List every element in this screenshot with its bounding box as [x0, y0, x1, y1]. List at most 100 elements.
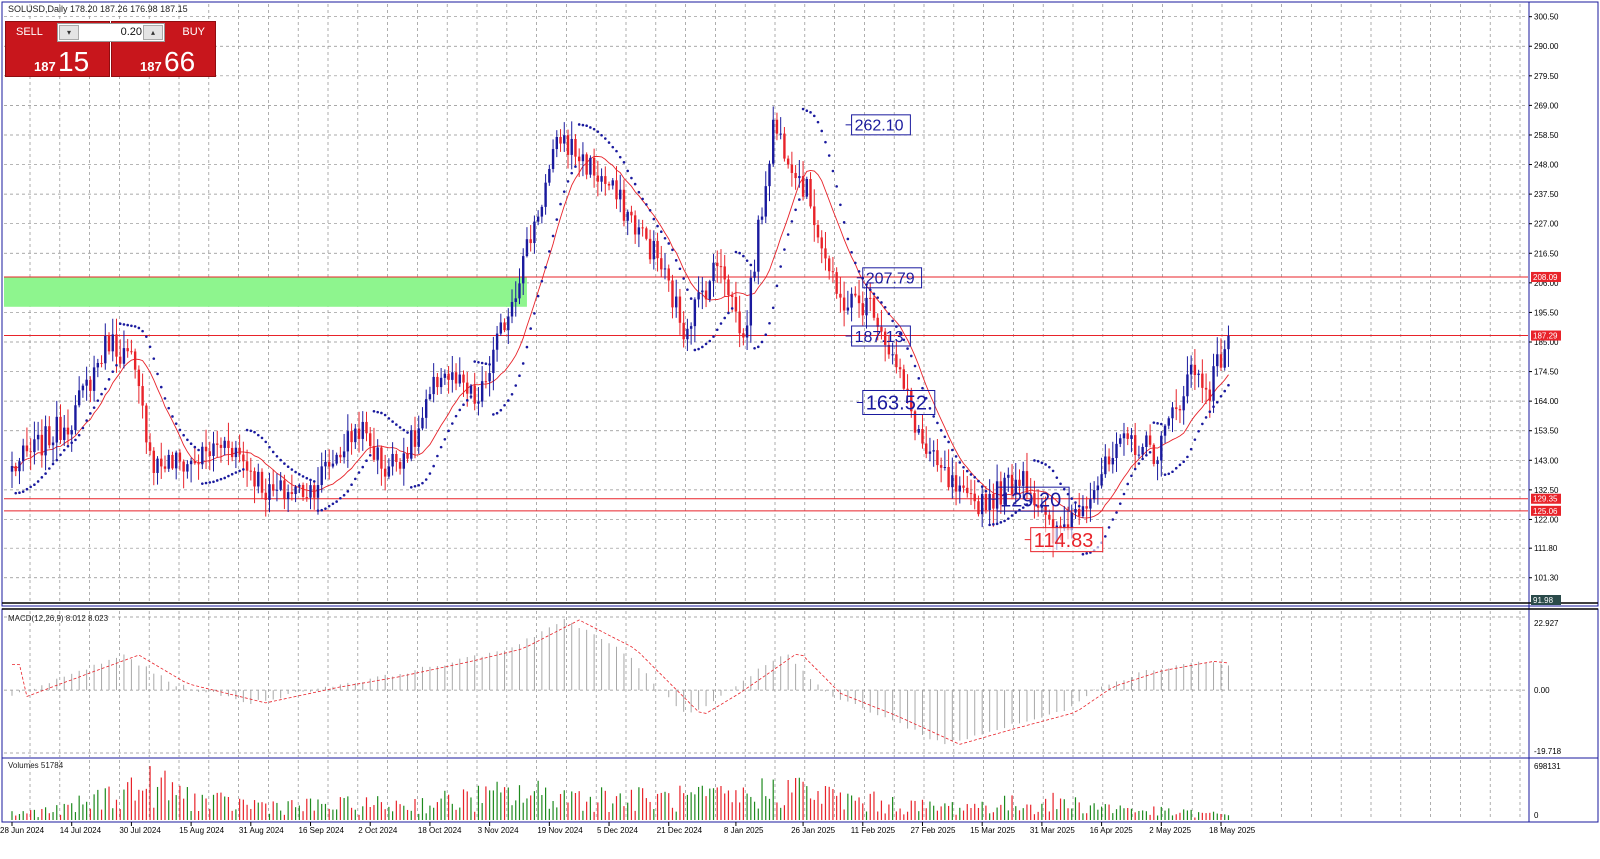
sar-dot — [917, 377, 921, 380]
candle — [514, 281, 517, 317]
sar-dot — [167, 406, 171, 410]
candle-body — [786, 158, 790, 165]
sar-dot — [738, 251, 741, 255]
candle-body — [245, 461, 249, 471]
candle — [641, 219, 644, 237]
candle-body — [1189, 364, 1193, 375]
candle — [615, 166, 618, 209]
candle — [563, 122, 566, 152]
sar-dot — [219, 477, 223, 481]
axes: 300.50 290.00 279.50 269.00 258.50 248.00 237.… — [0, 13, 1562, 835]
candle-body — [816, 225, 820, 238]
candle — [1175, 389, 1178, 421]
candle-body — [596, 175, 600, 182]
sar-dot — [137, 326, 141, 330]
sar-dot — [376, 410, 379, 414]
sar-dot — [171, 415, 174, 418]
candle — [786, 155, 790, 169]
candle — [980, 485, 984, 528]
sar-dot — [544, 266, 547, 269]
candle-body — [757, 219, 760, 272]
candle-body — [290, 492, 294, 495]
candle-body — [10, 466, 14, 472]
price-label-text: 125.06 — [1533, 507, 1558, 516]
volume-panel: Volumes 51784 — [8, 761, 1230, 820]
candle — [939, 457, 943, 483]
candle — [663, 253, 667, 280]
sar-dot — [693, 348, 697, 352]
sar-dot — [868, 288, 872, 292]
sar-dot — [1003, 519, 1006, 523]
candle-body — [1223, 349, 1226, 368]
candle-body — [275, 489, 279, 491]
candle-body — [421, 417, 424, 429]
x-tick-label: 28 Jun 2024 — [0, 826, 45, 835]
sar-dot — [742, 254, 745, 258]
candle — [775, 112, 779, 141]
candle — [145, 403, 148, 454]
candle-body — [1122, 433, 1126, 439]
y-tick-label: 227.00 — [1534, 220, 1559, 229]
sar-dot — [674, 259, 678, 262]
sar-dot — [1137, 462, 1141, 465]
candle-body — [1025, 471, 1029, 493]
candle — [1036, 489, 1040, 517]
candle-body — [652, 240, 656, 260]
price-annotation: 129.20 — [991, 486, 1070, 512]
candle — [365, 411, 368, 442]
candle-body — [186, 464, 189, 472]
volume-decrease-icon[interactable]: ▾ — [59, 25, 79, 40]
sar-dot — [790, 220, 794, 223]
candle-body — [1040, 506, 1044, 508]
candle-body — [764, 186, 767, 217]
candle-body — [973, 493, 976, 502]
candle — [947, 449, 950, 491]
candle-body — [1148, 435, 1152, 445]
highlight-zone — [4, 277, 527, 307]
candle — [48, 416, 51, 449]
candle-body — [447, 373, 450, 380]
sar-dot — [294, 470, 297, 474]
candle-body — [320, 466, 323, 486]
candle-body — [1227, 335, 1230, 350]
candle — [510, 289, 514, 324]
candle — [174, 450, 178, 480]
volume-increase-icon[interactable]: ▴ — [143, 25, 163, 40]
candle — [652, 230, 656, 270]
candle-body — [574, 138, 577, 157]
candle-body — [178, 452, 182, 462]
sar-dot — [312, 480, 316, 483]
candle-body — [1085, 506, 1088, 509]
candle-body — [745, 325, 749, 338]
sar-dot — [958, 461, 962, 464]
sar-dot — [14, 491, 18, 495]
candle-body — [719, 266, 723, 268]
candle — [768, 160, 771, 202]
sar-dot — [25, 487, 29, 491]
buy-price-prefix: 187 — [140, 59, 162, 74]
candle — [227, 422, 230, 466]
candle — [451, 356, 454, 393]
sar-dot — [745, 259, 749, 262]
candle — [29, 438, 32, 471]
candle — [447, 365, 450, 394]
candle — [1182, 385, 1185, 425]
annotation-box — [862, 389, 936, 415]
y-tick-label: 164.00 — [1534, 397, 1559, 406]
candle — [689, 322, 693, 345]
price-annotation: 187.13 — [845, 325, 911, 347]
volume-title: Volumes 51784 — [8, 761, 64, 770]
sar-dot — [529, 327, 532, 330]
candle-body — [223, 440, 226, 448]
candle-body — [313, 485, 316, 498]
candle-body — [1029, 492, 1032, 494]
sar-dot — [36, 480, 40, 483]
volume-input[interactable]: ▾ 0.20 ▴ — [57, 23, 165, 42]
candle — [757, 215, 760, 285]
x-tick-label: 15 Aug 2024 — [179, 826, 224, 835]
sar-dot — [260, 436, 264, 440]
candle-body — [331, 463, 335, 467]
candle — [286, 484, 290, 512]
